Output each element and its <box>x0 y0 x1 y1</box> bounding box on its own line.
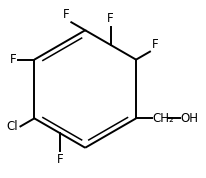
Text: OH: OH <box>181 112 199 125</box>
Text: CH₂: CH₂ <box>152 112 174 125</box>
Text: F: F <box>107 12 114 25</box>
Text: F: F <box>63 8 70 21</box>
Text: F: F <box>56 153 63 166</box>
Text: F: F <box>9 53 16 66</box>
Text: F: F <box>152 38 158 51</box>
Text: Cl: Cl <box>7 120 18 133</box>
